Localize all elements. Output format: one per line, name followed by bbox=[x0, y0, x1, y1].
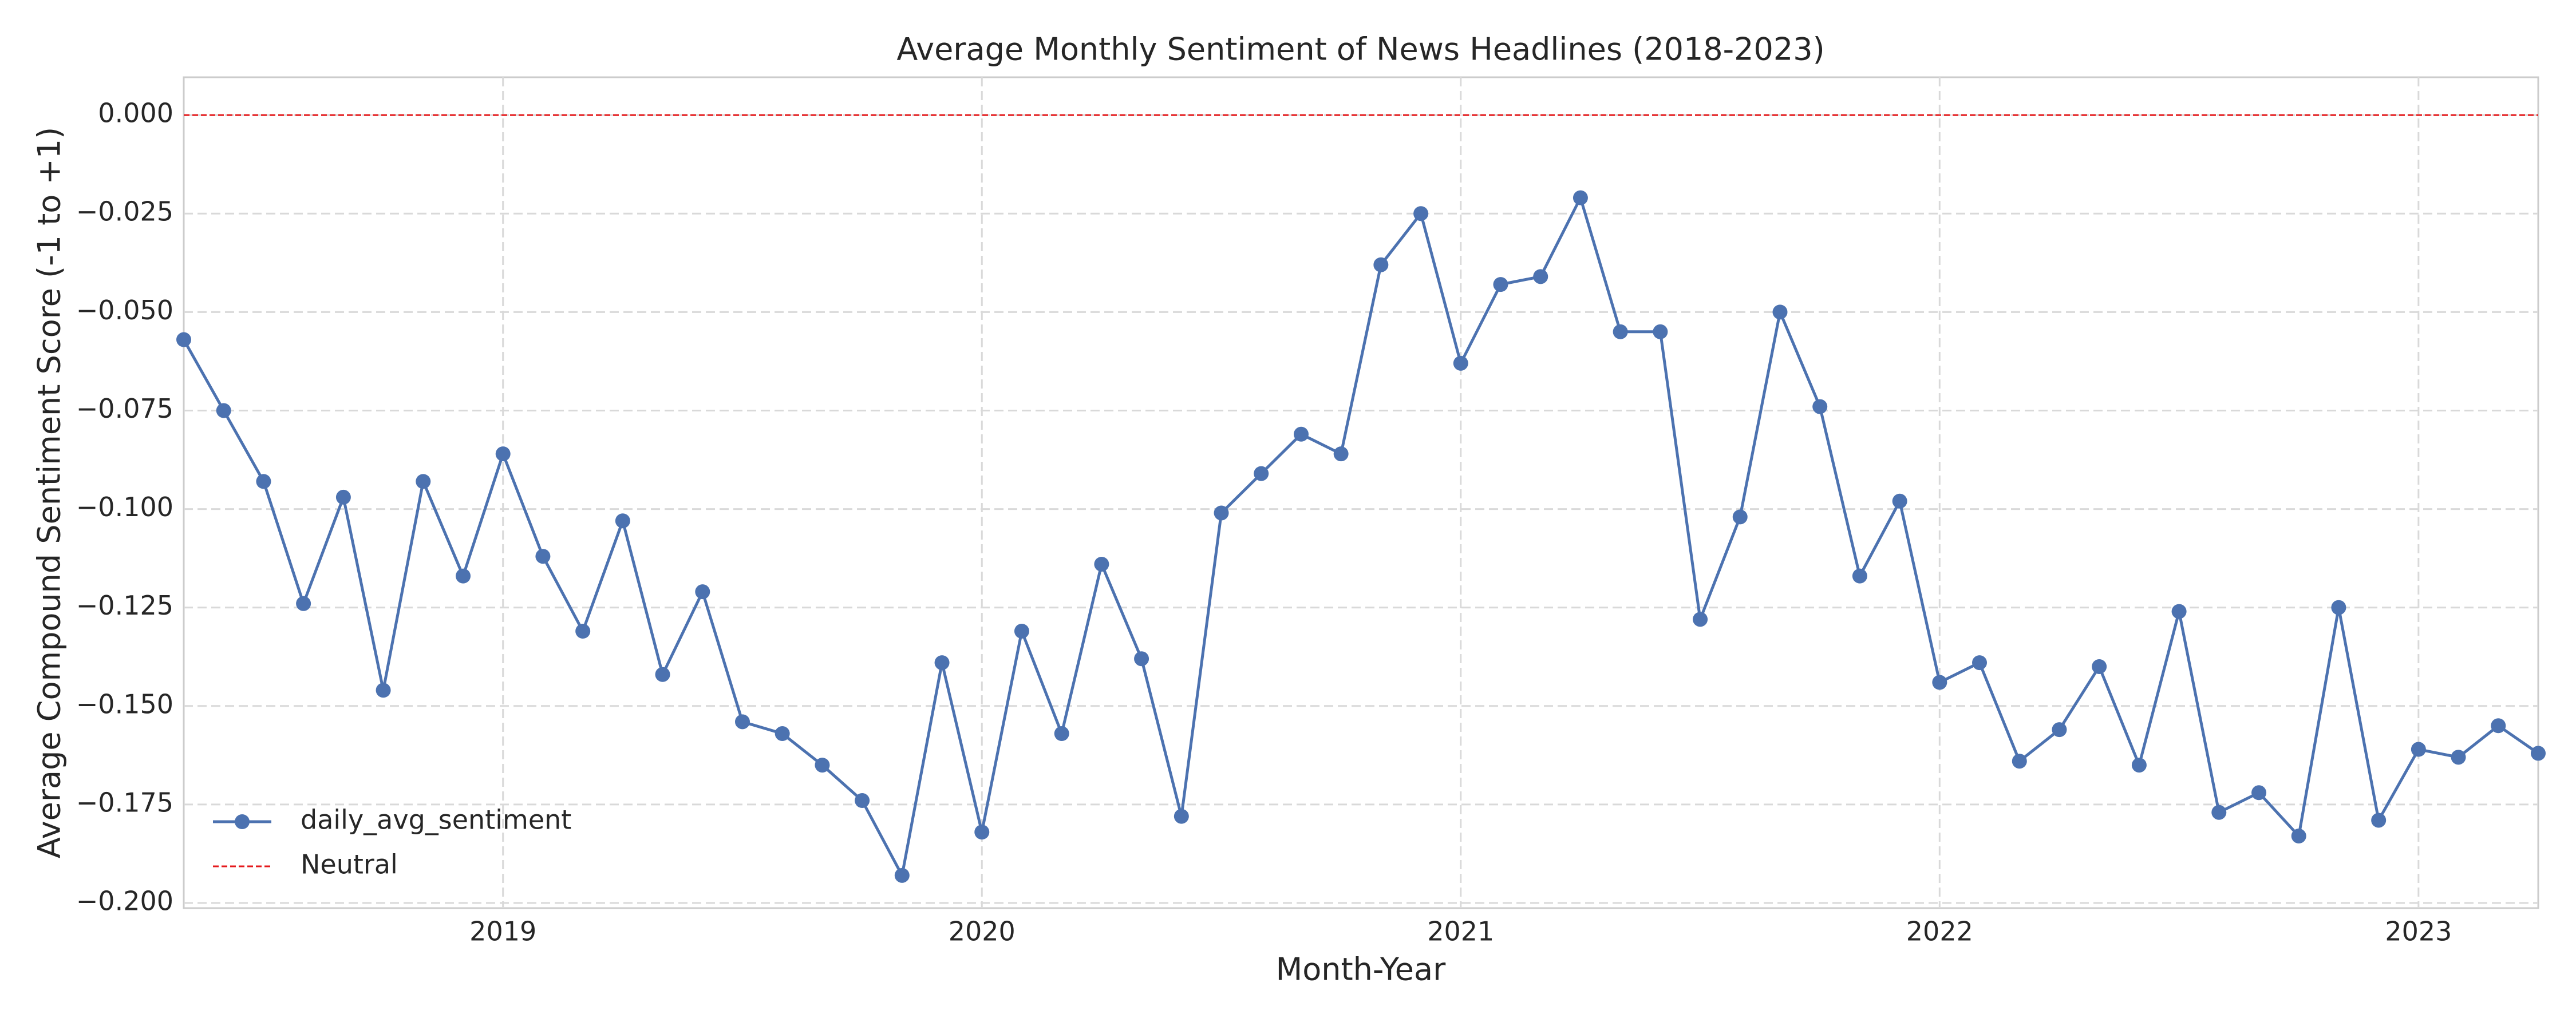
x-tick-label: 2023 bbox=[2385, 916, 2452, 947]
y-tick-label: 0.000 bbox=[98, 98, 173, 129]
data-point bbox=[1972, 655, 1988, 671]
legend-label: Neutral bbox=[301, 849, 398, 880]
data-point bbox=[2211, 805, 2227, 820]
data-point bbox=[2371, 813, 2387, 828]
data-point bbox=[2131, 758, 2147, 773]
x-tick-label: 2021 bbox=[1427, 916, 1494, 947]
data-point bbox=[695, 584, 710, 600]
plot-frame bbox=[183, 76, 2539, 909]
data-point bbox=[256, 474, 271, 489]
data-point bbox=[2291, 829, 2306, 844]
data-point bbox=[2331, 600, 2346, 615]
chart-title: Average Monthly Sentiment of News Headli… bbox=[896, 31, 1824, 68]
data-point bbox=[2052, 722, 2067, 738]
data-point bbox=[2491, 718, 2506, 734]
data-point bbox=[416, 474, 431, 489]
data-point bbox=[335, 489, 351, 505]
x-tick-label: 2022 bbox=[1906, 916, 1973, 947]
data-point bbox=[216, 403, 231, 418]
data-point bbox=[1732, 509, 1748, 525]
data-point bbox=[1054, 726, 1069, 742]
y-tick-label: −0.150 bbox=[76, 688, 173, 719]
y-tick-label: −0.125 bbox=[76, 590, 173, 621]
data-point bbox=[456, 568, 471, 584]
data-point bbox=[1613, 324, 1628, 339]
data-point bbox=[1812, 399, 1828, 414]
data-point bbox=[775, 726, 790, 742]
data-point bbox=[2251, 785, 2267, 801]
data-point bbox=[2012, 754, 2027, 769]
data-point bbox=[2451, 750, 2466, 765]
data-point bbox=[1772, 304, 1788, 320]
data-point bbox=[655, 667, 670, 682]
y-tick-label: −0.025 bbox=[76, 196, 173, 227]
data-point bbox=[1373, 257, 1389, 272]
data-point bbox=[1453, 355, 1468, 371]
x-tick-label: 2019 bbox=[469, 916, 536, 947]
data-point bbox=[1653, 324, 1668, 339]
y-tick-label: −0.200 bbox=[76, 886, 173, 917]
data-point bbox=[575, 624, 591, 639]
data-point bbox=[1852, 568, 1867, 584]
y-axis-label: Average Compound Sentiment Score (-1 to … bbox=[31, 127, 68, 858]
y-tick-label: −0.075 bbox=[76, 393, 173, 424]
data-point bbox=[2092, 659, 2107, 674]
series-line bbox=[182, 193, 2539, 880]
legend-marker bbox=[235, 814, 250, 829]
data-point bbox=[855, 793, 870, 809]
data-point bbox=[1214, 505, 1229, 521]
data-point bbox=[734, 714, 750, 730]
data-point bbox=[1892, 493, 1907, 509]
data-point bbox=[495, 446, 511, 462]
data-point bbox=[1254, 466, 1269, 481]
data-point bbox=[934, 655, 950, 671]
data-point bbox=[1094, 556, 1109, 572]
data-point bbox=[894, 867, 910, 883]
x-axis-label: Month-Year bbox=[1276, 952, 1446, 988]
data-point bbox=[815, 758, 830, 773]
data-point bbox=[1293, 426, 1309, 442]
data-point bbox=[1333, 446, 1349, 462]
data-point bbox=[2171, 604, 2187, 619]
data-point bbox=[615, 513, 630, 529]
data-point bbox=[2411, 742, 2426, 757]
data-point bbox=[1413, 206, 1429, 221]
data-point bbox=[1174, 809, 1189, 824]
data-point bbox=[1573, 190, 1588, 205]
y-tick-label: −0.100 bbox=[76, 492, 173, 522]
data-point bbox=[1693, 612, 1708, 627]
data-point bbox=[974, 825, 990, 840]
data-point bbox=[535, 549, 551, 564]
y-tick-label: −0.050 bbox=[76, 295, 173, 326]
data-point bbox=[1493, 277, 1508, 292]
legend-label: daily_avg_sentiment bbox=[301, 805, 571, 835]
data-point bbox=[1932, 675, 1947, 690]
y-tick-label: −0.175 bbox=[76, 787, 173, 818]
data-point bbox=[296, 596, 311, 611]
data-point bbox=[1533, 269, 1548, 284]
x-tick-label: 2020 bbox=[949, 916, 1016, 947]
data-point bbox=[2531, 746, 2546, 761]
data-point bbox=[1014, 624, 1029, 639]
data-point bbox=[1134, 651, 1149, 667]
data-point bbox=[176, 332, 191, 347]
data-point bbox=[376, 683, 391, 698]
